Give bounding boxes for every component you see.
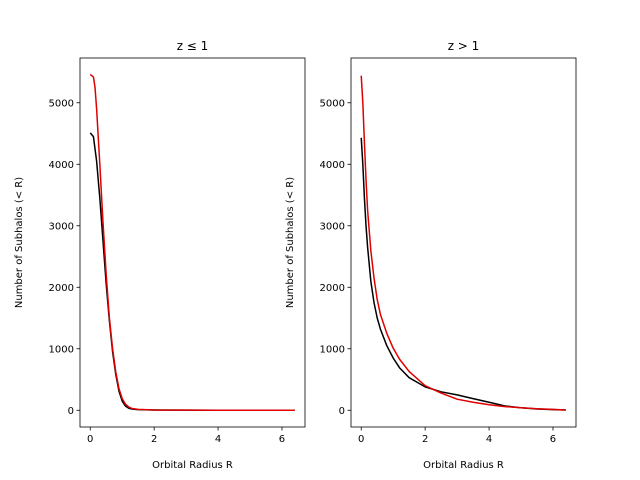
x-tick-label: 2 <box>151 434 157 445</box>
y-axis-label: Number of Subhalos (< R) <box>14 177 25 308</box>
x-axis-label: Orbital Radius R <box>423 460 504 471</box>
y-tick-label: 2000 <box>49 283 74 294</box>
y-tick-label: 2000 <box>320 283 345 294</box>
y-tick-label: 3000 <box>320 221 345 232</box>
series-line-0 <box>89 132 295 412</box>
y-tick-label: 1000 <box>49 344 74 355</box>
y-tick-label: 5000 <box>49 98 74 109</box>
panel-high-redshift: 0 2 4 6 0 1000 2000 3000 4000 5000 z > 1 Orbital Ra… <box>285 39 577 471</box>
y-axis-label: Number of Subhalos (< R) <box>285 177 296 308</box>
y-tick-label: 4000 <box>320 160 345 171</box>
y-tick-label: 0 <box>339 406 345 417</box>
axes-frame <box>350 57 577 428</box>
x-tick-label: 0 <box>87 434 93 445</box>
x-tick-label: 6 <box>550 434 556 445</box>
y-tick-label: 5000 <box>320 98 345 109</box>
series-line-1 <box>89 73 295 412</box>
x-tick-label: 2 <box>422 434 428 445</box>
chart-title: z > 1 <box>448 39 480 53</box>
x-tick-label: 4 <box>215 434 221 445</box>
series-line-1 <box>360 75 566 411</box>
panel-low-redshift: 0 2 4 6 0 1000 2000 3000 4000 5000 z ≤ 1 Orbital Ra… <box>14 39 306 471</box>
x-tick-label: 6 <box>279 434 285 445</box>
y-tick-label: 1000 <box>320 344 345 355</box>
x-axis-label: Orbital Radius R <box>152 460 233 471</box>
axes-frame <box>79 57 306 428</box>
y-tick-label: 4000 <box>49 160 74 171</box>
x-tick-label: 4 <box>486 434 492 445</box>
series-line-0 <box>360 137 566 411</box>
y-tick-label: 3000 <box>49 221 74 232</box>
x-tick-label: 0 <box>358 434 364 445</box>
y-tick-label: 0 <box>68 406 74 417</box>
chart-title: z ≤ 1 <box>177 39 209 53</box>
